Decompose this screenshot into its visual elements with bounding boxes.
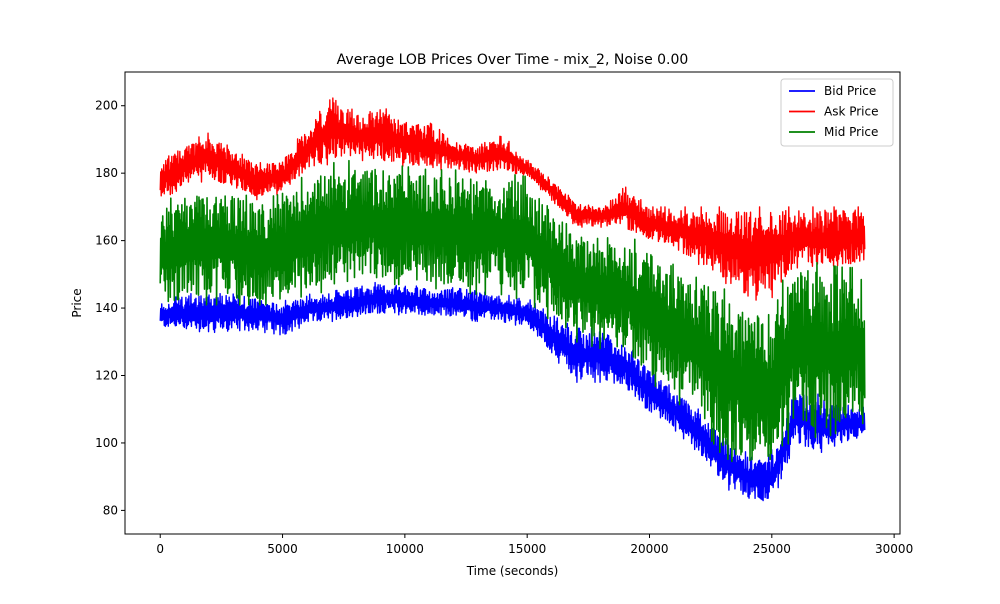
y-tick-label: 100 [95,436,118,450]
y-tick-label: 200 [95,99,118,113]
y-tick-label: 160 [95,234,118,248]
series-line-ask-price [159,97,866,301]
series-line-mid-price [159,159,866,463]
x-tick-label: 25000 [753,542,791,556]
legend-label-mid-price: Mid Price [824,125,878,139]
x-axis-label: Time (seconds) [466,564,559,578]
series-line-bid-price [159,281,866,502]
legend-label-ask-price: Ask Price [824,105,879,119]
axes-frame [124,71,901,535]
x-tick-label: 15000 [508,542,546,556]
y-tick-label: 80 [103,503,118,517]
y-axis: 80 100 120 140 160 180 200 [95,99,125,517]
y-axis-label: Price [70,288,84,317]
legend-box [780,78,894,147]
y-tick-label: 140 [95,301,118,315]
chart-title: Average LOB Prices Over Time - mix_2, No… [337,52,689,68]
y-tick-label: 120 [95,369,118,383]
x-tick-label: 10000 [386,542,424,556]
legend-label-bid-price: Bid Price [824,84,876,98]
legend: Bid Price Ask Price Mid Price [780,78,894,147]
plot-area [159,97,866,502]
x-tick-label: 0 [156,542,164,556]
x-axis: 0 5000 10000 15000 20000 25000 30000 [156,534,913,556]
y-tick-label: 180 [95,166,118,180]
x-tick-label: 30000 [875,542,913,556]
x-tick-label: 5000 [267,542,298,556]
x-tick-label: 20000 [630,542,668,556]
